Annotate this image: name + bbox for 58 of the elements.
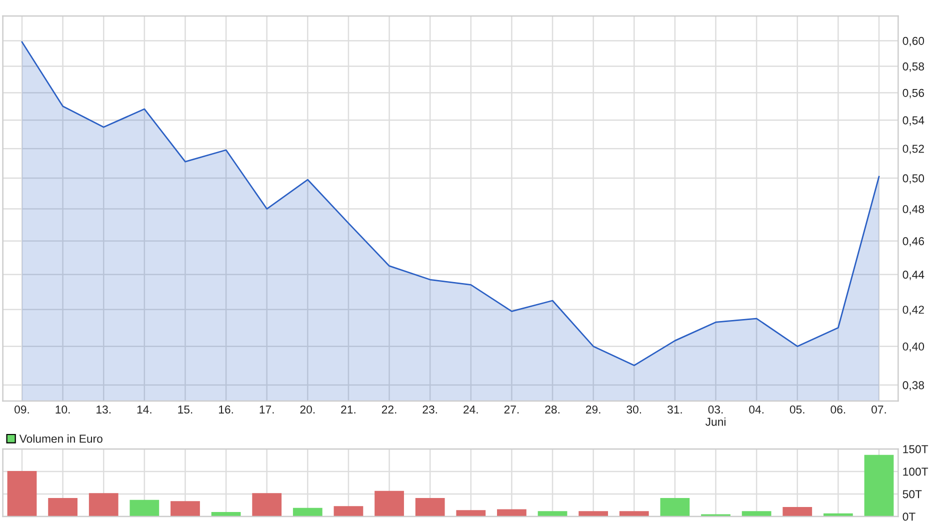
y-tick-label: 150T [903, 445, 928, 454]
x-tick-label: 07. [872, 405, 886, 414]
x-tick-label: 20. [300, 405, 315, 414]
x-tick-label: 21. [341, 405, 356, 414]
y-tick-label: 0,44 [902, 270, 924, 280]
x-tick-label: 17. [260, 406, 274, 414]
y-tick-label: 0,42 [902, 306, 924, 316]
x-tick-label: 10. [56, 405, 70, 414]
y-tick-label: 0,60 [902, 36, 924, 46]
x-tick-label: 15. [178, 406, 192, 414]
bar [660, 498, 690, 516]
y-tick-label: 0,56 [902, 88, 924, 98]
bar [130, 500, 160, 516]
legend-label: Volumen in Euro [19, 434, 102, 443]
x-tick-label: 30. [626, 405, 642, 414]
y-tick-label: 0,58 [902, 62, 924, 72]
y-tick-label: 0,46 [902, 237, 924, 247]
y-tick-label: 0,40 [902, 342, 924, 352]
y-tick-label: 0,52 [902, 144, 924, 154]
bar [578, 511, 608, 516]
bar [619, 511, 649, 516]
bar [252, 493, 282, 516]
bar [864, 454, 894, 516]
y-tick-label: 100T [903, 468, 928, 476]
x-tick-label: 24. [464, 405, 478, 414]
x-tick-label: 29. [586, 405, 600, 414]
bar [334, 506, 364, 516]
bar [497, 509, 526, 516]
x-tick-label: 05. [790, 405, 804, 414]
x-tick-label: 31. [667, 405, 682, 414]
bar [415, 498, 445, 516]
x-tick-label: 06. [830, 405, 846, 414]
y-tick-label: 0T [902, 512, 916, 521]
bar [538, 511, 568, 516]
x-tick-label: 03. Juni [705, 405, 726, 426]
x-tick-label: 22. [382, 405, 396, 414]
x-tick-label: 16. [219, 405, 233, 414]
bar [742, 511, 772, 516]
x-tick-label: 14. [137, 406, 152, 414]
y-tick-label: 0,50 [902, 174, 924, 184]
x-tick-label: 27. [504, 405, 519, 414]
x-tick-label: 09. [14, 405, 29, 414]
bar [374, 490, 404, 516]
bar [170, 501, 200, 516]
x-tick-label: 28. [545, 405, 560, 414]
x-tick-label: 23. [422, 405, 437, 414]
y-tick-label: 0,38 [902, 381, 924, 391]
bar [456, 510, 486, 516]
x-tick-label: 04. [749, 405, 764, 414]
bar [292, 508, 322, 516]
bar [48, 498, 78, 516]
y-tick-label: 50T [902, 490, 922, 498]
bar [88, 493, 118, 516]
y-tick-label: 0,48 [902, 205, 924, 214]
y-tick-label: 0,54 [902, 116, 924, 126]
bar [7, 471, 37, 516]
bar [782, 507, 812, 516]
x-tick-label: 13. [96, 405, 110, 414]
